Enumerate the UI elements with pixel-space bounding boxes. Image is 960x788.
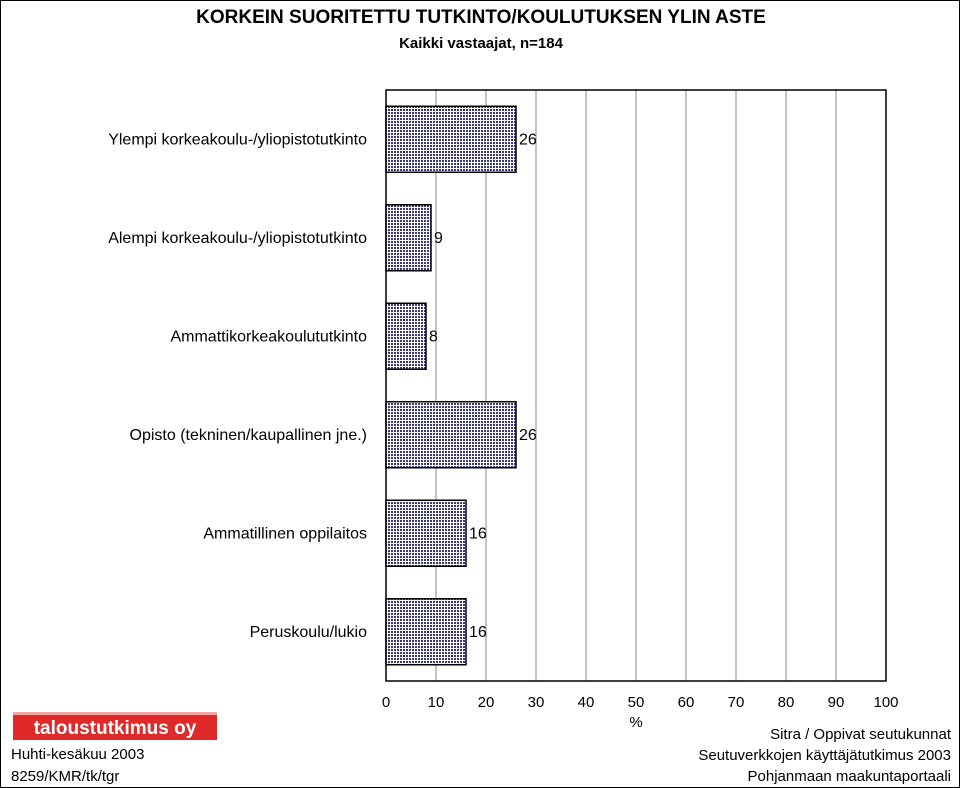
- data-label: 16: [469, 525, 487, 542]
- x-tick-label: 50: [628, 694, 645, 711]
- footer-study: Seutuverkkojen käyttäjätutkimus 2003: [698, 747, 951, 764]
- company-logo: taloustutkimus oy: [13, 712, 217, 740]
- category-label: Ammattikorkeakoulututkinto: [170, 328, 367, 345]
- category-label: Peruskoulu/lukio: [250, 624, 368, 641]
- data-label: 16: [469, 624, 487, 641]
- chart-subtitle: Kaikki vastaajat, n=184: [399, 35, 563, 52]
- data-label: 9: [434, 230, 443, 247]
- x-tick-label: 70: [728, 694, 745, 711]
- footer-portal: Pohjanmaan maakuntaportaali: [747, 768, 951, 785]
- bars: [385, 105, 517, 666]
- data-label: 8: [429, 328, 438, 345]
- x-tick-label: 100: [873, 694, 898, 711]
- x-tick-labels: 0 10 20 30 40 50 60 70 80 90 100: [382, 694, 899, 711]
- category-label: Opisto (tekninen/kaupallinen jne.): [130, 427, 367, 444]
- footer-code: 8259/KMR/tk/tgr: [11, 768, 120, 785]
- chart-title: KORKEIN SUORITETTU TUTKINTO/KOULUTUKSEN …: [196, 7, 766, 28]
- x-tick-label: 60: [678, 694, 695, 711]
- bar: [385, 499, 467, 567]
- footer-client: Sitra / Oppivat seutukunnat: [770, 726, 951, 743]
- bar: [385, 598, 467, 666]
- plot-area-frame: [385, 89, 887, 682]
- x-tick-label: 10: [428, 694, 445, 711]
- x-tick-label: 20: [478, 694, 495, 711]
- footer-date: Huhti-kesäkuu 2003: [11, 746, 145, 763]
- x-tick-label: 30: [528, 694, 545, 711]
- x-tick-label: 40: [578, 694, 595, 711]
- bar: [385, 302, 427, 370]
- category-label: Alempi korkeakoulu-/yliopistotutkinto: [108, 230, 367, 247]
- bar: [385, 401, 517, 469]
- x-axis-label: %: [629, 714, 642, 731]
- x-tick-label: 80: [778, 694, 795, 711]
- bar: [385, 204, 432, 272]
- gridlines: [435, 90, 837, 681]
- data-label: 26: [519, 427, 537, 444]
- x-tick-label: 0: [382, 694, 390, 711]
- data-labels: 26 9 8 26 16 16: [429, 131, 537, 641]
- data-label: 26: [519, 131, 537, 148]
- category-label: Ylempi korkeakoulu-/yliopistotutkinto: [108, 131, 367, 148]
- x-tick-label: 90: [828, 694, 845, 711]
- category-label: Ammatillinen oppilaitos: [203, 525, 367, 542]
- bar: [385, 105, 517, 173]
- category-labels: Ylempi korkeakoulu-/yliopistotutkinto Ale…: [108, 131, 367, 641]
